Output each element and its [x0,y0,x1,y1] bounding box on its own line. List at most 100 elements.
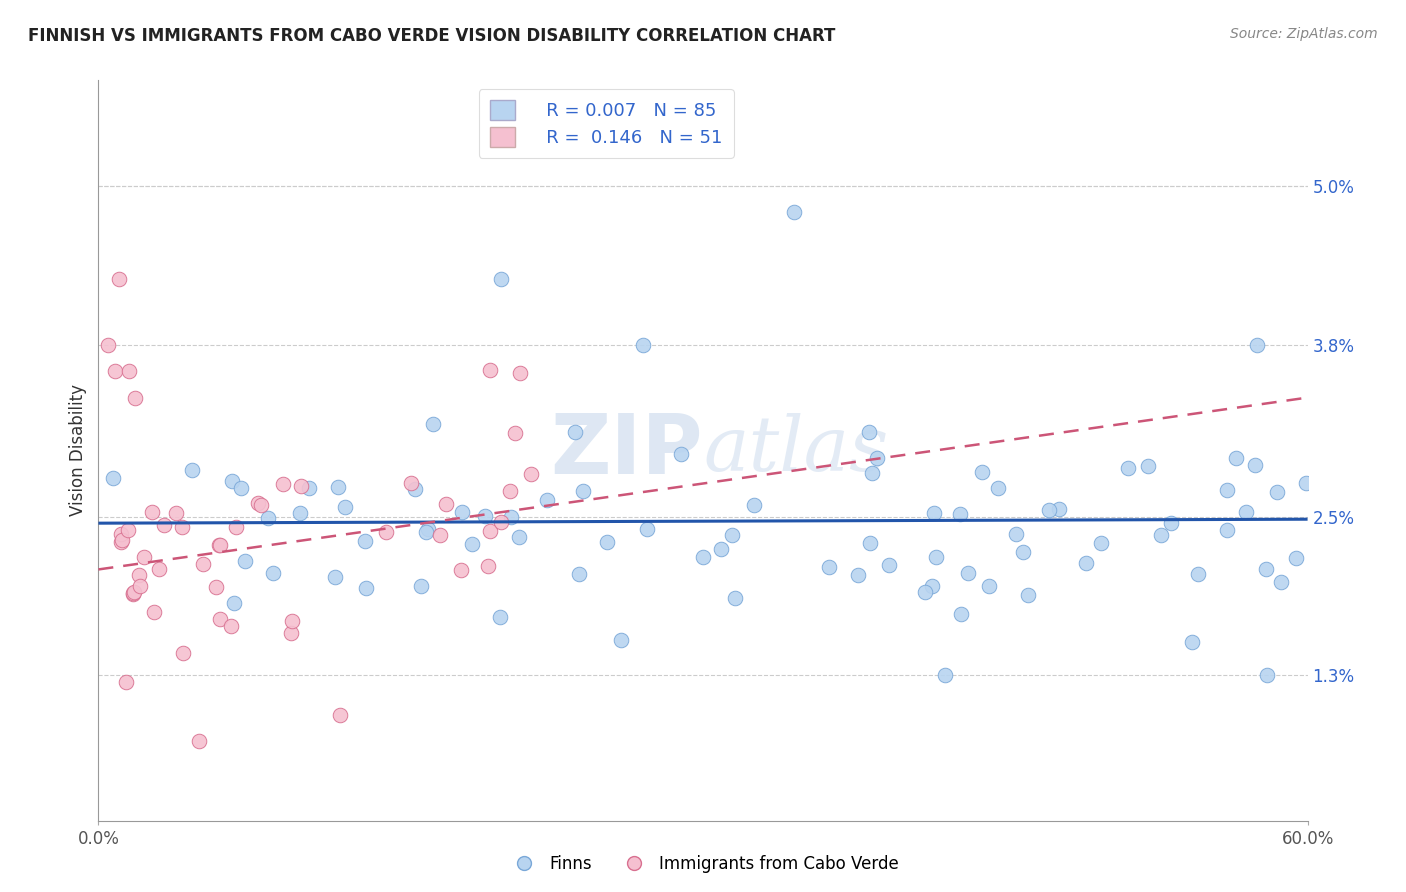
Point [326,480,349,494]
Point [1038,502,1060,516]
Point [191,557,214,571]
Point [221,619,243,633]
Point [97,337,120,351]
Text: atlas: atlas [703,414,889,487]
Point [118,364,141,378]
Point [1254,562,1277,576]
Point [783,205,806,219]
Point [404,482,426,496]
Point [205,581,228,595]
Point [692,549,714,564]
Point [1270,574,1292,589]
Point [860,466,883,480]
Text: FINNISH VS IMMIGRANTS FROM CABO VERDE VISION DISABILITY CORRELATION CHART: FINNISH VS IMMIGRANTS FROM CABO VERDE VI… [28,27,835,45]
Point [536,492,558,507]
Point [1225,450,1247,465]
Point [354,581,377,595]
Point [122,584,145,599]
Point [474,508,496,523]
Point [188,734,211,748]
Point [970,465,993,479]
Point [141,505,163,519]
Point [209,538,232,552]
Point [110,527,132,541]
Point [914,585,936,599]
Point [519,467,541,482]
Point [224,596,246,610]
Point [122,587,145,601]
Point [148,562,170,576]
Point [499,483,522,498]
Point [710,541,733,556]
Point [508,530,530,544]
Point [669,447,692,461]
Y-axis label: Vision Disability: Vision Disability [69,384,87,516]
Point [460,537,482,551]
Point [721,527,744,541]
Point [333,500,356,515]
Point [280,626,302,640]
Point [416,522,439,536]
Point [859,536,882,550]
Point [1011,545,1033,559]
Point [1090,536,1112,550]
Point [429,528,451,542]
Point [818,560,841,574]
Point [288,506,311,520]
Point [922,507,945,521]
Point [225,520,247,534]
Point [132,550,155,565]
Point [723,591,745,605]
Point [103,364,125,378]
Point [564,425,586,440]
Point [479,363,502,377]
Point [1256,668,1278,682]
Point [221,474,243,488]
Point [1243,458,1265,472]
Point [298,481,321,495]
Point [866,451,889,466]
Legend: Finns, Immigrants from Cabo Verde: Finns, Immigrants from Cabo Verde [501,848,905,880]
Text: Source: ZipAtlas.com: Source: ZipAtlas.com [1230,27,1378,41]
Point [325,570,347,584]
Point [950,607,973,622]
Point [877,558,900,572]
Point [1187,567,1209,582]
Point [499,509,522,524]
Point [1136,459,1159,474]
Point [250,499,273,513]
Point [949,508,972,522]
Point [925,549,948,564]
Point [987,481,1010,495]
Point [491,271,513,285]
Point [415,525,437,540]
Point [111,533,134,547]
Point [1234,505,1257,519]
Point [596,535,619,549]
Point [353,533,375,548]
Point [281,614,304,628]
Point [488,610,510,624]
Point [489,516,512,530]
Point [129,579,152,593]
Point [128,568,150,582]
Point [921,579,943,593]
Point [422,417,444,431]
Point [957,566,980,580]
Point [153,518,176,533]
Point [636,522,658,536]
Point [503,426,526,441]
Point [846,567,869,582]
Point [1005,527,1028,541]
Point [271,477,294,491]
Point [262,566,284,581]
Point [233,554,256,568]
Legend:    R = 0.007   N = 85,    R =  0.146   N = 51: R = 0.007 N = 85, R = 0.146 N = 51 [479,89,734,158]
Point [208,538,231,552]
Point [1265,484,1288,499]
Point [451,505,474,519]
Point [1216,523,1239,537]
Point [742,498,765,512]
Point [110,535,132,549]
Point [479,524,502,538]
